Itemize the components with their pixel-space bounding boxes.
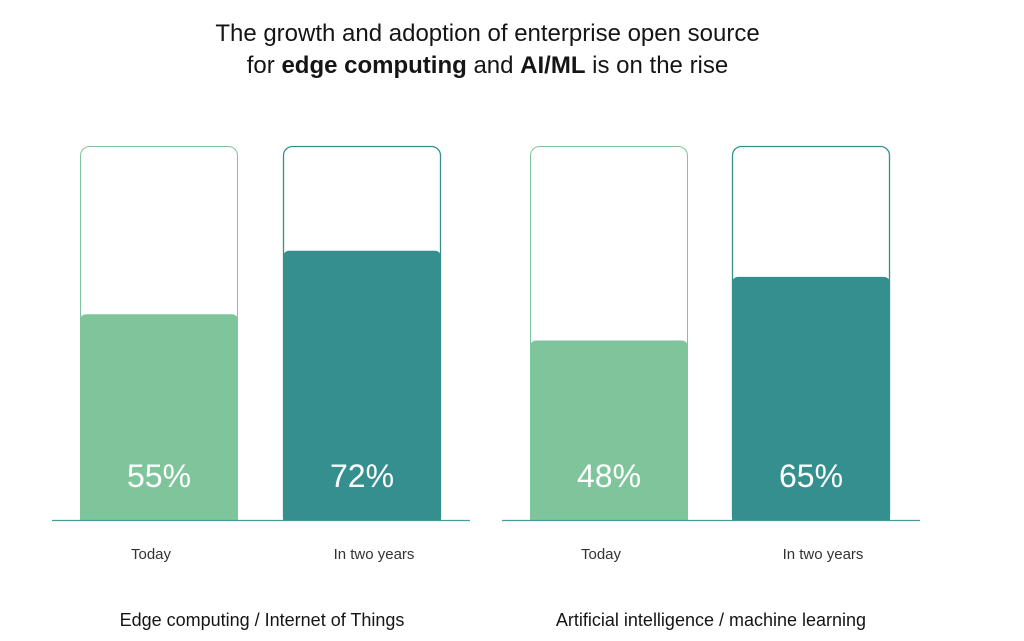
- data-label: 55%: [127, 458, 191, 494]
- category-tick-label: Today: [131, 546, 172, 563]
- data-label: 65%: [779, 458, 843, 494]
- data-label: 48%: [577, 458, 641, 494]
- baseline-mask: [502, 520, 920, 530]
- baseline-mask: [52, 520, 470, 530]
- group-title: Artificial intelligence / machine learni…: [556, 610, 866, 630]
- group-title: Edge computing / Internet of Things: [120, 610, 405, 630]
- title-suffix: is on the rise: [585, 52, 729, 79]
- category-tick-label: In two years: [783, 546, 864, 563]
- chart-title-line2: for edge computing and AI/ML is on the r…: [0, 50, 975, 82]
- data-label: 72%: [330, 458, 394, 494]
- title-mid: and: [466, 52, 521, 79]
- chart-title: The growth and adoption of enterprise op…: [0, 18, 975, 82]
- title-prefix: for: [246, 52, 282, 79]
- title-bold-aiml: AI/ML: [520, 52, 586, 79]
- category-tick-label: Today: [581, 546, 622, 563]
- bar-fill-today: [530, 340, 688, 526]
- chart-title-line1: The growth and adoption of enterprise op…: [215, 20, 760, 47]
- bar-fill-two-years: [283, 250, 441, 526]
- bar-fill-two-years: [732, 276, 890, 526]
- title-bold-edge: edge computing: [281, 52, 467, 79]
- bar-fill-today: [80, 314, 238, 526]
- category-tick-label: In two years: [334, 546, 415, 563]
